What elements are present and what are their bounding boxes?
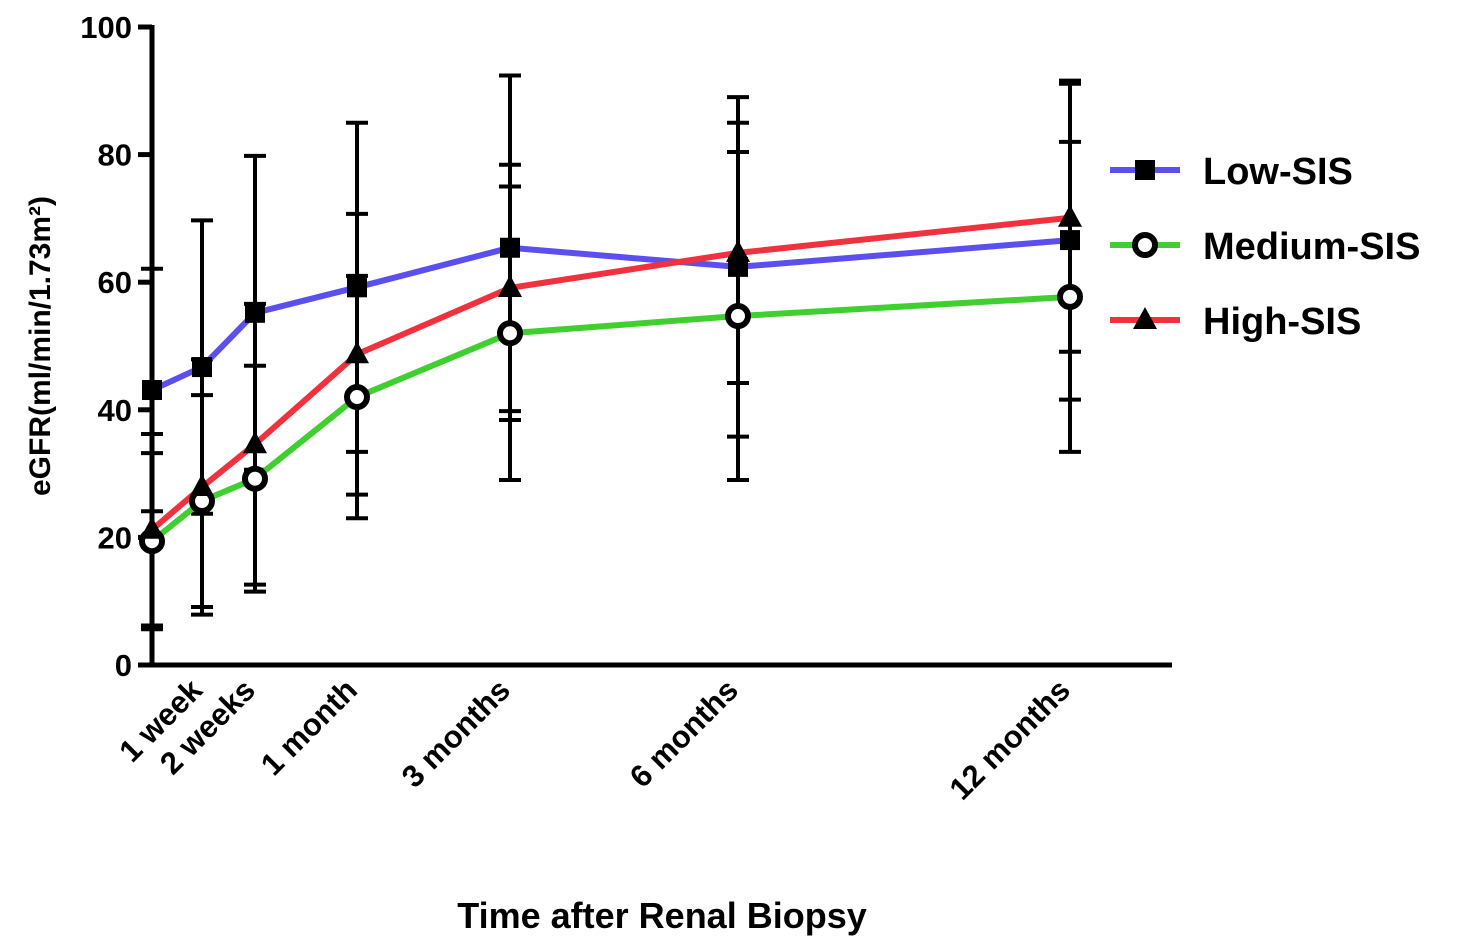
marker	[498, 274, 522, 297]
marker	[243, 431, 267, 454]
marker	[726, 239, 750, 262]
y-tick-label: 100	[80, 10, 132, 45]
marker	[1060, 230, 1080, 251]
legend-marker	[1135, 160, 1155, 180]
x-tick-label: 3 months	[395, 672, 517, 794]
marker	[728, 256, 748, 277]
x-tick-label: 12 months	[943, 672, 1077, 806]
marker	[1057, 283, 1083, 310]
x-axis-label: Time after Renal Biopsy	[457, 895, 866, 936]
marker	[725, 303, 751, 330]
marker	[345, 341, 369, 364]
x-tick-label: 1 month	[254, 672, 364, 782]
y-tick-label: 60	[98, 265, 132, 300]
legend-marker	[1132, 232, 1158, 258]
legend-marker	[1133, 307, 1157, 329]
series-line	[150, 214, 1071, 533]
y-tick-label: 80	[98, 138, 132, 173]
marker	[192, 357, 212, 378]
legend-label: Low-SIS	[1203, 151, 1353, 193]
marker	[190, 473, 214, 496]
x-tick-label: 6 months	[623, 672, 745, 794]
legend-label: High-SIS	[1203, 301, 1361, 343]
marker	[245, 302, 265, 323]
y-tick-label: 0	[115, 648, 132, 683]
marker	[242, 465, 268, 492]
y-axis-label: eGFR(ml/min/1.73m²)	[24, 196, 57, 496]
marker	[142, 380, 162, 401]
marker	[500, 237, 520, 258]
marker	[347, 277, 367, 298]
marker	[344, 384, 370, 411]
series-line	[150, 237, 1071, 393]
y-tick-label: 20	[98, 520, 132, 555]
y-tick-label: 40	[98, 393, 132, 428]
series-line	[150, 293, 1071, 544]
marker	[1058, 204, 1082, 227]
marker	[140, 516, 164, 539]
legend-label: Medium-SIS	[1203, 226, 1420, 268]
marker	[497, 320, 523, 347]
